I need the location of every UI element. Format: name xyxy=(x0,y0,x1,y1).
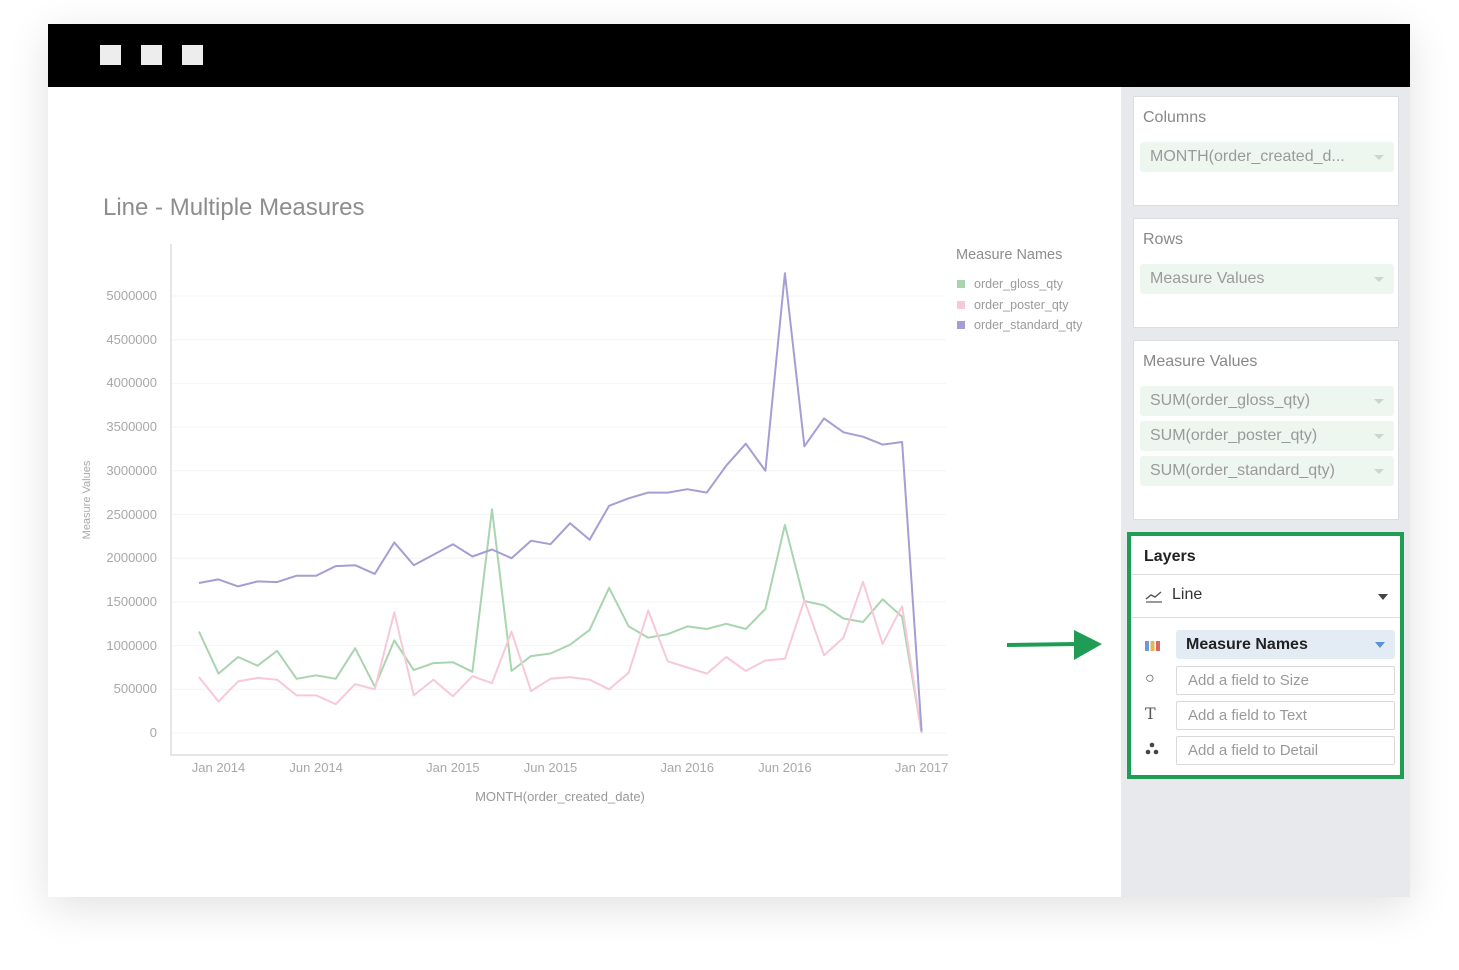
window-control-icon[interactable] xyxy=(141,45,162,65)
annotation-arrow-icon xyxy=(1006,630,1102,660)
caret-down-icon[interactable] xyxy=(1374,399,1384,404)
legend-item[interactable]: order_gloss_qty xyxy=(957,277,1063,291)
size-field-input[interactable]: Add a field to Size xyxy=(1176,666,1395,695)
measure-field-label: SUM(order_standard_qty) xyxy=(1150,462,1335,479)
y-tick-label: 0 xyxy=(149,725,157,740)
legend-item[interactable]: order_standard_qty xyxy=(957,318,1082,332)
size-icon: ○ xyxy=(1145,670,1155,687)
caret-down-icon[interactable] xyxy=(1374,155,1384,160)
caret-down-icon[interactable] xyxy=(1374,469,1384,474)
y-tick-label: 3500000 xyxy=(106,419,157,435)
color-field-label: Measure Names xyxy=(1186,636,1308,653)
layer-type-dropdown[interactable]: Line xyxy=(1131,574,1400,618)
columns-field-label: MONTH(order_created_d... xyxy=(1150,148,1345,165)
detail-icon xyxy=(1145,742,1159,755)
color-field-pill[interactable]: Measure Names xyxy=(1176,630,1395,659)
text-field-input[interactable]: Add a field to Text xyxy=(1176,701,1395,730)
y-tick-label: 4500000 xyxy=(106,331,157,347)
line-chart-icon xyxy=(1145,591,1162,603)
layer-type-label: Line xyxy=(1172,586,1203,603)
x-tick-label: Jan 2017 xyxy=(894,760,949,775)
columns-field-pill[interactable]: MONTH(order_created_d... xyxy=(1140,142,1394,172)
legend-label: order_standard_qty xyxy=(974,318,1083,332)
chart-title: Line - Multiple Measures xyxy=(103,194,365,221)
caret-down-icon[interactable] xyxy=(1374,434,1384,439)
caret-down-icon[interactable] xyxy=(1374,277,1384,282)
legend-item[interactable]: order_poster_qty xyxy=(957,298,1069,312)
series-line-order_poster_qty xyxy=(198,580,923,734)
detail-field-input[interactable]: Add a field to Detail xyxy=(1176,736,1395,765)
y-tick-label: 500000 xyxy=(113,681,157,697)
measure-values-shelf: Measure Values SUM(order_gloss_qty) SUM(… xyxy=(1133,340,1399,520)
x-tick-label: Jan 2015 xyxy=(426,760,480,775)
measure-field-pill[interactable]: SUM(order_poster_qty) xyxy=(1140,421,1394,451)
rows-field-label: Measure Values xyxy=(1150,270,1265,287)
y-tick-label: 3000000 xyxy=(106,462,157,478)
layers-title: Layers xyxy=(1144,548,1196,565)
measure-values-title: Measure Values xyxy=(1143,353,1258,370)
columns-shelf: Columns MONTH(order_created_d... xyxy=(1133,96,1399,206)
text-icon: T xyxy=(1145,704,1156,723)
layers-panel: Layers Line Measure Names ○ Add a field … xyxy=(1127,532,1404,779)
legend-swatch xyxy=(957,300,965,309)
x-tick-label: Jan 2014 xyxy=(191,760,246,775)
measure-field-pill[interactable]: SUM(order_gloss_qty) xyxy=(1140,386,1394,416)
caret-down-icon[interactable] xyxy=(1378,594,1388,600)
color-icon xyxy=(1145,641,1160,651)
x-axis-label: MONTH(order_created_date) xyxy=(475,789,645,804)
columns-title: Columns xyxy=(1143,109,1207,126)
series-line-order_gloss_qty xyxy=(198,508,923,734)
title-bar xyxy=(48,24,1410,87)
y-tick-label: 2500000 xyxy=(106,506,157,522)
series-line-order_standard_qty xyxy=(198,272,923,732)
y-tick-label: 5000000 xyxy=(106,288,157,303)
rows-shelf: Rows Measure Values xyxy=(1133,218,1399,328)
legend-label: order_poster_qty xyxy=(974,297,1069,312)
legend-label: order_gloss_qty xyxy=(974,277,1063,291)
measure-field-label: SUM(order_gloss_qty) xyxy=(1150,392,1311,409)
legend-swatch xyxy=(957,280,965,288)
legend-swatch xyxy=(957,321,965,329)
window-control-icon[interactable] xyxy=(182,45,203,65)
y-tick-label: 4000000 xyxy=(106,375,157,391)
measure-field-label: SUM(order_poster_qty) xyxy=(1150,427,1318,444)
y-tick-label: 2000000 xyxy=(106,550,157,566)
x-tick-label: Jun 2015 xyxy=(523,760,578,775)
x-tick-label: Jun 2014 xyxy=(289,760,343,775)
x-tick-label: Jan 2016 xyxy=(660,760,715,775)
x-tick-label: Jun 2016 xyxy=(758,760,812,775)
y-tick-label: 1000000 xyxy=(106,637,157,653)
measure-field-pill[interactable]: SUM(order_standard_qty) xyxy=(1140,456,1394,486)
window-control-icon[interactable] xyxy=(100,45,121,65)
rows-title: Rows xyxy=(1143,231,1184,248)
rows-field-pill[interactable]: Measure Values xyxy=(1140,264,1394,294)
caret-down-icon[interactable] xyxy=(1375,642,1385,648)
y-tick-label: 1500000 xyxy=(106,593,157,609)
legend-title: Measure Names xyxy=(956,247,1063,263)
